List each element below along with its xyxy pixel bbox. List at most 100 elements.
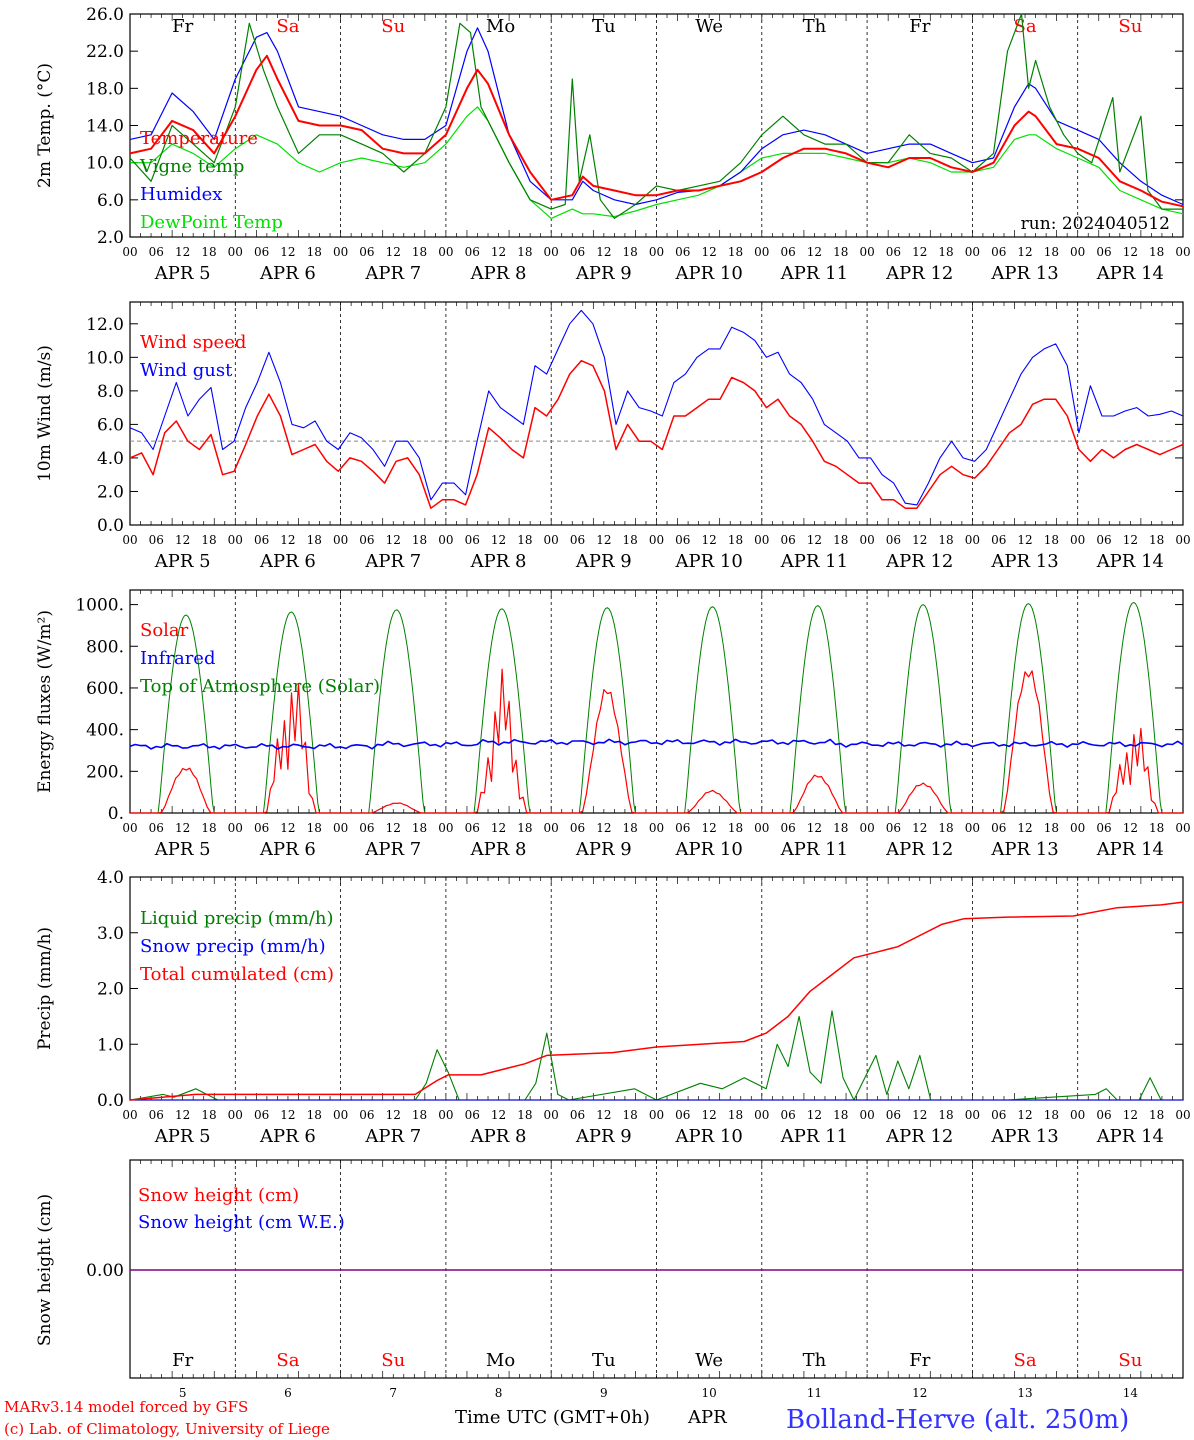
y-tick-label: 2.0 (97, 482, 124, 502)
hour-tick-label: 12 (702, 821, 717, 835)
day-name-label: Sa (276, 1350, 299, 1371)
hour-tick-label: 12 (1017, 533, 1032, 547)
legend-infrared: Infrared (140, 648, 215, 669)
hour-tick-label: 00 (649, 533, 664, 547)
hour-tick-label: 00 (754, 821, 769, 835)
hour-tick-label: 12 (1123, 1108, 1138, 1122)
hour-tick-label: 12 (702, 245, 717, 259)
hour-tick-label: 18 (833, 821, 848, 835)
hour-tick-label: 12 (1123, 533, 1138, 547)
hour-tick-label: 06 (1096, 245, 1111, 259)
date-label: APR 8 (470, 551, 527, 572)
date-label: APR 9 (575, 1126, 632, 1147)
hour-tick-label: 18 (412, 245, 427, 259)
day-name-label: Su (381, 1350, 405, 1371)
day-name-label: Su (1118, 16, 1142, 37)
y-tick-label: 2.0 (97, 228, 124, 248)
hour-tick-label: 00 (754, 533, 769, 547)
y-tick-label: 22.0 (86, 42, 124, 62)
hour-tick-label: 12 (912, 533, 927, 547)
hour-tick-label: 12 (596, 533, 611, 547)
toa-day (235, 611, 341, 814)
day-number-label: 14 (1123, 1386, 1139, 1400)
hour-tick-label: 18 (1044, 821, 1059, 835)
model-credit: MARv3.14 model forced by GFS (4, 1398, 248, 1416)
hour-tick-label: 06 (675, 821, 690, 835)
y-tick-label: 1000. (75, 596, 124, 616)
series-3 (130, 106, 1184, 219)
hour-tick-label: 06 (359, 245, 374, 259)
day-name-label: Mo (486, 1350, 515, 1371)
toa-day (656, 606, 762, 814)
series-0 (129, 54, 1184, 208)
y-tick-label: 0. (108, 804, 124, 824)
hour-tick-label: 12 (175, 533, 190, 547)
hour-tick-label: 06 (254, 533, 269, 547)
toa-day (972, 603, 1078, 814)
day-name-label: We (695, 1350, 723, 1371)
legend-snow-height-cm-w-e-: Snow height (cm W.E.) (138, 1212, 345, 1233)
hour-tick-label: 18 (1149, 533, 1164, 547)
hour-tick-label: 12 (386, 245, 401, 259)
y-axis-label: Precip (mm/h) (35, 927, 55, 1050)
day-name-label: Fr (172, 1350, 193, 1371)
toa-day (340, 609, 446, 814)
y-tick-label: 6.0 (97, 415, 124, 435)
series-0 (129, 1010, 1162, 1101)
legend-humidex: Humidex (140, 184, 222, 205)
y-tick-label: 12.0 (86, 315, 124, 335)
hour-tick-label: 06 (570, 245, 585, 259)
date-label: APR 14 (1096, 263, 1164, 284)
hour-tick-label: 18 (412, 533, 427, 547)
hour-tick-label: 18 (938, 821, 953, 835)
hour-tick-label: 12 (807, 1108, 822, 1122)
series-1 (129, 13, 1183, 219)
y-tick-label: 4.0 (97, 868, 124, 888)
hour-tick-label: 06 (570, 533, 585, 547)
hour-tick-label: 18 (623, 245, 638, 259)
hour-tick-label: 18 (1044, 533, 1059, 547)
hour-tick-label: 00 (754, 245, 769, 259)
legend-solar: Solar (140, 620, 189, 641)
hour-tick-label: 00 (333, 533, 348, 547)
y-tick-label: 200. (86, 762, 124, 782)
hour-tick-label: 12 (386, 1108, 401, 1122)
day-name-label: Th (803, 16, 827, 37)
hour-tick-label: 12 (1017, 1108, 1032, 1122)
hour-tick-label: 06 (886, 533, 901, 547)
date-label: APR 6 (259, 1126, 316, 1147)
hour-tick-label: 18 (623, 533, 638, 547)
legend-liquid-precip-mm-h-: Liquid precip (mm/h) (140, 908, 334, 929)
date-label: APR 11 (780, 263, 848, 284)
legend-temperature: Temperature (140, 128, 258, 149)
hour-tick-label: 18 (728, 533, 743, 547)
series-1 (129, 309, 1184, 506)
hour-tick-label: 12 (280, 1108, 295, 1122)
hour-tick-label: 00 (754, 1108, 769, 1122)
y-tick-label: 6.0 (97, 191, 124, 211)
hour-tick-label: 06 (780, 245, 795, 259)
hour-tick-label: 12 (280, 533, 295, 547)
hour-tick-label: 18 (833, 1108, 848, 1122)
y-tick-label: 14.0 (86, 117, 124, 137)
hour-tick-label: 18 (307, 533, 322, 547)
hour-tick-label: 18 (728, 821, 743, 835)
hour-tick-label: 06 (1096, 1108, 1111, 1122)
hour-tick-label: 18 (938, 533, 953, 547)
hour-tick-label: 12 (280, 245, 295, 259)
hour-tick-label: 12 (280, 821, 295, 835)
day-name-label: Fr (909, 16, 930, 37)
panel-4: 00 06 12 18 APR 5 00 06 12 18 APR 6 00 06 12 18 APR 7 0… (35, 868, 1191, 1147)
run-annotation: run: 2024040512 (1021, 214, 1170, 234)
hour-tick-label: 12 (386, 821, 401, 835)
hour-tick-label: 18 (1044, 1108, 1059, 1122)
panel-2: 00 06 12 18 APR 5 00 06 12 18 APR 6 00 06 12 18 APR 7 0… (35, 301, 1191, 572)
y-tick-label: 600. (86, 679, 124, 699)
hour-tick-label: 18 (1149, 245, 1164, 259)
hour-tick-label: 12 (386, 533, 401, 547)
hour-tick-label: 06 (886, 821, 901, 835)
hour-tick-label: 18 (623, 1108, 638, 1122)
date-label: APR 14 (1096, 551, 1164, 572)
footer: MARv3.14 model forced by GFS (c) Lab. of… (4, 1398, 1129, 1438)
hour-tick-label: 00 (438, 245, 453, 259)
